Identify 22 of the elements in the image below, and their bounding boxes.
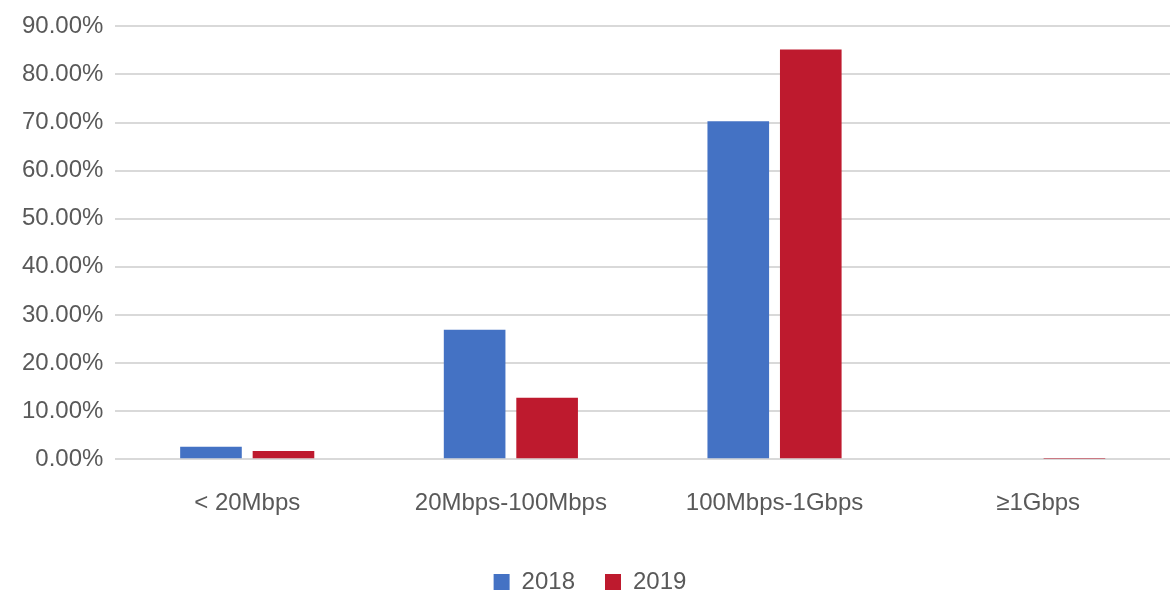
bar xyxy=(252,451,315,459)
bar xyxy=(443,329,506,459)
x-tick-label: 100Mbps-1Gbps xyxy=(685,488,864,516)
bar xyxy=(707,121,770,459)
y-tick-label: 80.00% xyxy=(21,59,104,87)
y-tick-label: 70.00% xyxy=(21,107,104,135)
x-tick-label: ≥1Gbps xyxy=(996,488,1081,516)
legend-label: 2019 xyxy=(633,566,687,594)
x-tick-label: 20Mbps-100Mbps xyxy=(414,488,607,516)
y-tick-label: 50.00% xyxy=(21,203,104,231)
y-tick-label: 20.00% xyxy=(21,347,104,375)
y-tick-label: 90.00% xyxy=(21,11,104,39)
y-tick-label: 60.00% xyxy=(21,155,104,183)
bar xyxy=(779,49,842,459)
bar xyxy=(180,446,242,459)
bar xyxy=(516,397,578,459)
y-tick-label: 10.00% xyxy=(21,395,104,423)
x-tick-label: < 20Mbps xyxy=(194,488,301,516)
y-tick-label: 40.00% xyxy=(21,251,104,279)
y-tick-label: 30.00% xyxy=(21,299,104,327)
legend-label: 2018 xyxy=(521,566,575,594)
y-tick-label: 0.00% xyxy=(35,443,104,471)
